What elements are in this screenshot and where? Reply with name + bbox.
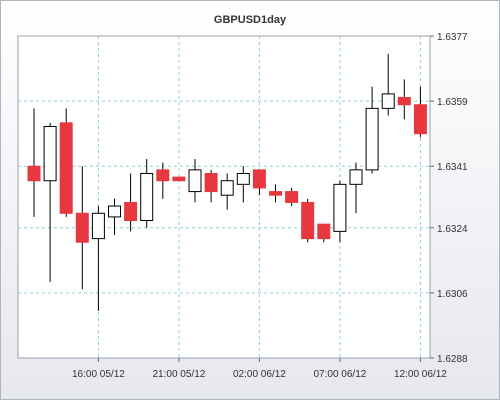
candle-body-down: [301, 201, 315, 240]
x-tick-label: 02:00 06/12: [233, 369, 286, 380]
candle-body-down: [27, 165, 41, 182]
candle: [27, 108, 41, 217]
candle: [188, 159, 202, 203]
candle-body-down: [413, 104, 427, 135]
candle-body-down: [124, 201, 138, 222]
candle: [365, 86, 379, 174]
candle-body-down: [75, 212, 89, 243]
y-axis: 1.6288 1.6306 1.6324 1.6341 1.6359 1.6377: [430, 32, 468, 365]
candle: [172, 176, 186, 182]
x-tick-label: 07:00 06/12: [313, 369, 366, 380]
candle-body-up: [236, 172, 250, 185]
y-tick-label: 1.6377: [437, 32, 468, 43]
candle: [269, 184, 282, 203]
plot-area: [17, 35, 431, 359]
candle: [204, 169, 218, 203]
x-tick-label: 12:00 06/12: [394, 369, 447, 380]
candle: [108, 198, 121, 235]
x-tick-label: 16:00 05/12: [72, 369, 125, 380]
candle: [156, 162, 170, 199]
candle-body-up: [91, 212, 105, 240]
candle-body-down: [59, 122, 73, 214]
candle: [236, 166, 250, 203]
candle-body-down: [172, 176, 186, 182]
candle-body-up: [220, 180, 234, 196]
candle: [317, 223, 331, 243]
candle-body-up: [349, 169, 363, 185]
y-tick-label: 1.6359: [437, 97, 468, 108]
candle-body-up: [43, 125, 57, 182]
candle: [285, 187, 299, 207]
candle: [43, 122, 57, 283]
y-tick-label: 1.6341: [437, 162, 468, 173]
candle-body-up: [381, 93, 395, 109]
candle: [124, 173, 138, 232]
candle: [397, 79, 411, 120]
candle-body-up: [333, 183, 347, 232]
candle-body-down: [285, 191, 299, 203]
x-axis: 16:00 05/12 21:00 05/12 02:00 06/12 07:00 0…: [72, 358, 447, 380]
candle-body-up: [140, 172, 154, 222]
candle-body-down: [269, 191, 282, 196]
y-tick-label: 1.6324: [437, 224, 468, 235]
candle: [140, 159, 154, 228]
candle-body-up: [365, 107, 379, 171]
candle: [381, 54, 395, 116]
candle: [301, 198, 315, 243]
candle-body-up: [108, 205, 121, 218]
candle: [75, 166, 89, 290]
candle-body-up: [188, 169, 202, 193]
candle: [91, 206, 105, 311]
candles: [27, 54, 427, 311]
chart-title: GBPUSD1day: [214, 14, 287, 26]
candle: [333, 180, 347, 243]
y-tick-label: 1.6306: [437, 289, 468, 300]
candle: [59, 108, 73, 217]
candle-body-down: [397, 97, 411, 106]
x-tick-label: 21:00 05/12: [152, 369, 205, 380]
candle: [252, 169, 266, 196]
candle-body-down: [156, 169, 170, 182]
y-tick-label: 1.6288: [437, 354, 468, 365]
candle: [413, 86, 427, 138]
candle-body-down: [317, 223, 331, 240]
candle: [349, 162, 363, 214]
candle-body-down: [252, 169, 266, 189]
candle-body-down: [204, 172, 218, 193]
candle: [220, 173, 234, 210]
